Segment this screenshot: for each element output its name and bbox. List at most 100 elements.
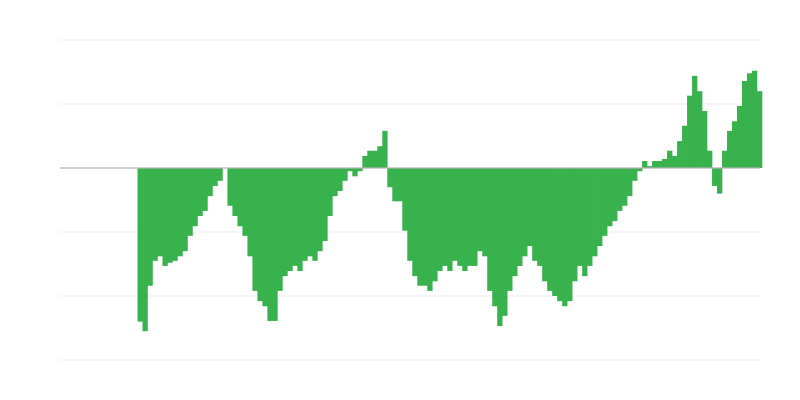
bar [557,168,563,302]
bar [247,168,253,257]
bar [312,168,318,261]
bar [592,168,598,257]
bar [652,160,658,168]
bar [547,168,553,291]
bar [367,150,373,168]
bar [402,168,408,231]
bar [452,168,458,261]
bar [257,168,263,302]
bar [167,168,173,263]
bar [697,91,703,168]
bar [197,168,203,216]
bar [447,168,453,272]
bar [517,168,523,266]
bar [417,168,423,286]
bar [467,168,473,266]
bar [212,168,218,186]
bar [297,168,303,272]
bar [292,168,298,266]
bar [317,168,323,252]
bar [477,168,483,252]
bar [542,168,548,282]
bar [532,168,538,261]
bar [287,168,293,272]
bar [487,168,493,291]
bar [742,80,748,168]
bar [232,168,238,216]
bar [692,75,698,168]
bar [562,168,568,307]
bar [242,168,248,236]
bar [597,168,603,247]
bar [142,168,148,332]
bar [507,168,513,291]
bar [347,168,353,172]
bar [627,168,633,197]
bar [307,168,313,257]
bar [737,105,743,168]
bar [282,168,288,277]
bar [587,168,593,266]
bar [622,168,628,206]
bar [572,168,578,282]
bar [672,155,678,168]
bar [422,168,428,286]
bar [262,168,268,307]
bar [752,70,758,168]
bar [617,168,623,211]
bar [577,168,583,266]
bar [527,168,533,247]
bar [677,141,683,168]
bar [522,168,528,257]
bar [687,95,693,168]
bar [162,168,168,266]
bar [152,168,158,261]
bar [667,150,673,168]
bar [612,168,618,222]
bar [277,168,283,291]
bar [582,168,588,277]
bar [427,168,433,291]
bar [202,168,208,211]
bar [747,73,753,168]
bar [327,168,333,216]
bar [237,168,243,227]
bar [252,168,258,291]
bar [377,146,383,168]
bar [397,168,403,202]
bar [157,168,163,257]
bar [407,168,413,261]
bar [662,159,668,168]
bar [657,160,663,168]
bar [607,168,613,227]
bar [192,168,198,227]
bar [302,168,308,261]
bar [637,168,643,172]
bar [352,168,358,177]
bar [177,168,183,257]
bar [472,168,478,266]
bar [357,168,363,172]
bars [137,70,763,332]
bar [702,111,708,168]
bar [497,168,503,327]
bar [272,168,278,321]
bar [172,168,178,261]
bar [727,130,733,168]
bar [387,168,393,188]
bar [642,160,648,168]
bar [267,168,273,321]
bar [537,168,543,266]
bar [717,168,723,194]
bar [147,168,153,286]
bar [632,168,638,181]
bar [337,168,343,192]
bar [682,125,688,168]
bar [457,168,463,266]
bar [722,150,728,168]
bar [462,168,468,272]
bar [647,166,653,168]
bar [227,168,233,206]
bar [432,168,438,282]
